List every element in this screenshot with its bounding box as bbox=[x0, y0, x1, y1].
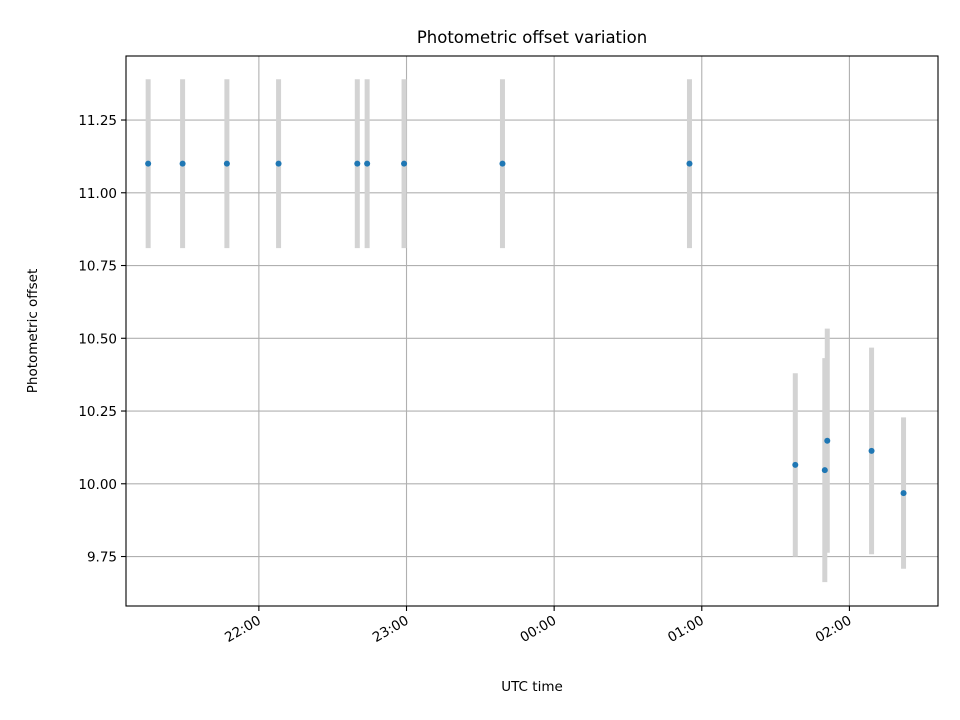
data-point bbox=[686, 160, 693, 167]
data-point bbox=[364, 160, 371, 167]
data-point bbox=[275, 160, 282, 167]
x-tick-label: 02:00 bbox=[813, 613, 855, 646]
x-tick-label: 22:00 bbox=[222, 613, 264, 646]
y-tick-label: 10.75 bbox=[78, 259, 117, 275]
data-point bbox=[354, 160, 361, 167]
x-axis-label: UTC time bbox=[501, 679, 563, 695]
x-tick-label: 23:00 bbox=[370, 613, 412, 646]
point-layer bbox=[145, 160, 907, 497]
y-tick-label: 11.00 bbox=[78, 186, 117, 202]
data-point bbox=[179, 160, 186, 167]
data-point bbox=[145, 160, 152, 167]
data-point bbox=[824, 437, 831, 444]
y-tick-label: 10.50 bbox=[78, 331, 117, 347]
data-point bbox=[401, 160, 408, 167]
plot-frame bbox=[125, 55, 939, 607]
data-point bbox=[900, 490, 907, 497]
y-tick-label: 10.00 bbox=[78, 477, 117, 493]
chart-title: Photometric offset variation bbox=[417, 28, 647, 47]
errorbar-layer bbox=[145, 79, 907, 583]
y-axis-label: Photometric offset bbox=[25, 269, 41, 393]
data-point bbox=[821, 467, 828, 474]
y-tick-label: 9.75 bbox=[87, 550, 117, 566]
x-tick-label: 00:00 bbox=[517, 613, 559, 646]
data-point bbox=[792, 461, 799, 468]
data-point bbox=[499, 160, 506, 167]
grid-layer bbox=[126, 56, 938, 606]
data-point bbox=[223, 160, 230, 167]
x-tick-label: 01:00 bbox=[665, 613, 707, 646]
y-tick-label: 11.25 bbox=[78, 113, 117, 129]
y-tick-label: 10.25 bbox=[78, 404, 117, 420]
data-point bbox=[868, 447, 875, 454]
